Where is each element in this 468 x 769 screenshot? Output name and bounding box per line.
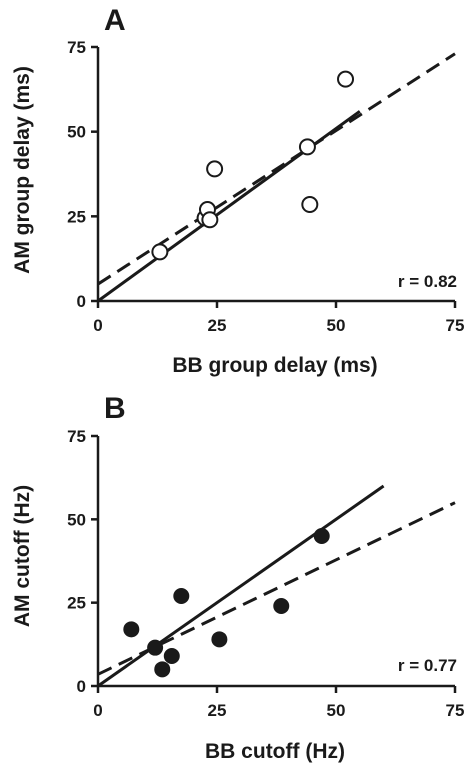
- panel-b-x-tick-label: 0: [93, 701, 102, 720]
- panel-a-x-tick-label: 50: [327, 316, 346, 335]
- panel-a-y-tick-label: 75: [67, 38, 86, 57]
- panel-b-data-point: [313, 528, 330, 544]
- panel-b-x-tick-label: 25: [208, 701, 227, 720]
- panel-b-marks: 0 25 50 75 0 25 50 75: [67, 427, 464, 720]
- panel-a-data-point: [151, 243, 169, 261]
- y-axis-label-b: AM cutoff (Hz): [11, 485, 34, 627]
- panel-a-marks: 0 25 50 75 0 25 50 75: [67, 38, 464, 335]
- panel-b-data-point: [123, 621, 140, 638]
- panel-b-data-point: [163, 648, 180, 664]
- panel-a-data-point: [337, 70, 355, 88]
- correlation-label-b: r = 0.77: [398, 656, 457, 675]
- panel-a-data-point: [298, 138, 316, 156]
- panel-b-x-tick-label: 75: [446, 701, 465, 720]
- panel-b-data-point: [211, 631, 228, 648]
- panel-b: B 0 25 50 75 0 25 50 75 BB cutoff (Hz) AM cutof…: [11, 392, 464, 763]
- panel-label-a: A: [104, 4, 126, 37]
- y-axis-label-a: AM group delay (ms): [11, 66, 34, 274]
- panel-b-solid-fit-line: [97, 484, 385, 688]
- panel-a-y-tick-label: 0: [77, 292, 86, 311]
- panel-label-b: B: [104, 392, 126, 425]
- panel-a-x-tick-label: 75: [446, 316, 465, 335]
- panel-a-data-point: [301, 195, 319, 213]
- panel-a-data-point: [206, 160, 224, 178]
- panel-a-dashed-fit-line: [97, 52, 456, 286]
- panel-b-y-tick-label: 75: [67, 427, 86, 446]
- correlation-label-a: r = 0.82: [398, 272, 457, 291]
- panel-a-x-tick-label: 0: [93, 316, 102, 335]
- panel-b-dashed-fit-line: [97, 501, 456, 676]
- panel-b-data-point: [273, 598, 290, 614]
- panel-a-x-tick-label: 25: [208, 316, 227, 335]
- panel-a-y-tick-label: 50: [67, 123, 86, 142]
- x-axis-label-a: BB group delay (ms): [172, 354, 377, 377]
- panel-b-data-point: [154, 661, 171, 678]
- x-axis-label-b: BB cutoff (Hz): [205, 740, 345, 763]
- panel-b-y-tick-label: 0: [77, 677, 86, 696]
- panel-a-data-point: [201, 211, 219, 229]
- panel-b-data-point: [147, 639, 164, 656]
- panel-a: A 0 25 50 75 0 25 50 75 BB group delay (ms) AM …: [11, 4, 464, 377]
- panel-b-y-tick-label: 50: [67, 510, 86, 529]
- panel-b-x-tick-label: 50: [327, 701, 346, 720]
- panel-a-y-tick-label: 25: [67, 207, 86, 226]
- panel-b-y-tick-label: 25: [67, 594, 86, 613]
- panel-b-data-point: [173, 588, 190, 604]
